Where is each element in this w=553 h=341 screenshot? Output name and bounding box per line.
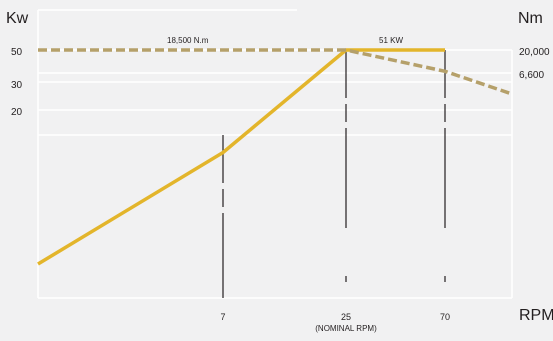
torque-tick-label: 20,000 — [519, 47, 550, 58]
torque-tick-label: 6,600 — [519, 70, 544, 81]
torque-series-line — [38, 48, 513, 96]
grid-lines — [37, 9, 513, 299]
power-axis-label: Kw — [6, 10, 29, 27]
series-layer — [37, 48, 513, 266]
x-tick-label: 7 — [220, 312, 225, 322]
x-tick-sublabel: (NOMINAL RPM) — [315, 324, 377, 333]
annotation-torque: 18,500 N.m — [167, 36, 209, 45]
x-tick-label: 25 — [341, 312, 351, 322]
power-tick-label: 30 — [11, 80, 23, 91]
x-tick-label: 70 — [440, 312, 450, 322]
rpm-markers — [222, 50, 446, 298]
power-series-line — [37, 48, 445, 266]
power-tick-label: 50 — [11, 47, 23, 58]
power-tick-label: 20 — [11, 107, 23, 118]
torque-axis-label: Nm — [518, 10, 543, 27]
x-axis-label: RPM — [519, 307, 553, 324]
annotation-power: 51 KW — [379, 36, 403, 45]
